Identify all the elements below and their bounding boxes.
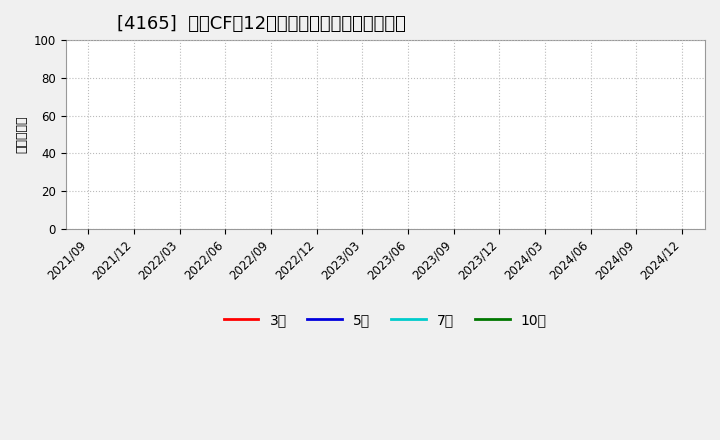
Y-axis label: （百万円）: （百万円） [15, 116, 28, 153]
Text: [4165]  営業CFの12か月移動合計の平均値の推移: [4165] 営業CFの12か月移動合計の平均値の推移 [117, 15, 405, 33]
Legend: 3年, 5年, 7年, 10年: 3年, 5年, 7年, 10年 [218, 308, 552, 333]
